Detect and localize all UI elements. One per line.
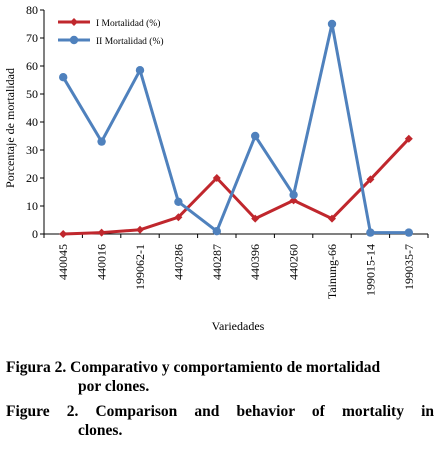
y-tick-label: 0 [32,227,38,241]
y-tick-label: 30 [26,143,38,157]
figure-caption-spanish: Figura 2. Comparativo y comportamiento d… [6,358,434,396]
series-line [61,22,409,235]
data-point [59,230,68,238]
legend-marker [70,18,78,26]
chart-legend: I Mortalidad (%) II Mortalidad (%) [58,18,164,47]
caption-en-line2: clones. [78,422,123,439]
y-tick-label: 70 [26,31,38,45]
caption-es-line1: Figura 2. Comparativo y comportamiento d… [6,359,381,376]
data-point [174,197,183,206]
data-point [289,190,298,199]
y-axis-ticks: 0 10 20 30 40 50 60 70 80 [26,3,44,241]
caption-es-line2: por clones. [78,378,150,395]
caption-en-line1: Figure 2. Comparison and behavior of mor… [6,403,434,420]
y-tick-label: 10 [26,199,38,213]
chart-series [59,19,413,238]
y-axis-label: Porcentaje de mortalidad [3,68,17,188]
data-point [97,228,106,237]
data-point [404,228,413,237]
x-tick-label: 199015-14 [363,244,377,296]
x-tick-label: 440016 [95,244,109,280]
data-point [212,227,221,236]
y-tick-label: 20 [26,171,38,185]
series-1 [59,134,413,238]
data-point [366,228,375,237]
data-point [59,73,68,82]
x-tick-label: 440286 [171,244,185,280]
y-tick-label: 40 [26,115,38,129]
figure-caption-english: Figure 2. Comparison and behavior of mor… [6,402,434,440]
legend-marker [69,35,79,45]
x-tick-label: 199035-7 [402,244,416,290]
x-tick-label: 440045 [56,244,70,280]
legend-label: II Mortalidad (%) [96,36,164,47]
data-point [174,213,183,222]
data-point [328,214,336,223]
y-tick-label: 60 [26,59,38,73]
data-point [212,174,221,182]
series-2 [59,19,413,237]
legend-entry: I Mortalidad (%) [58,18,160,29]
x-tick-label: 440396 [248,244,262,280]
legend-label: I Mortalidad (%) [96,18,160,29]
data-point [136,225,144,234]
data-point [135,66,145,75]
y-tick-label: 80 [26,3,38,17]
y-tick-label: 50 [26,87,38,101]
legend-entry: II Mortalidad (%) [58,35,164,47]
data-point [327,19,337,29]
x-tick-label: 440260 [287,244,301,280]
data-point [251,214,260,223]
data-point [97,137,106,146]
x-axis-label: Variedades [212,319,265,333]
data-point [251,131,260,141]
x-tick-label: 199062-1 [133,244,147,290]
data-point [366,175,375,184]
x-tick-label: Tainung-66 [325,244,339,299]
series-line [63,137,410,236]
data-point [404,134,413,143]
x-axis-ticks: 440045 440016 199062-1 440286 440287 440396 44… [43,234,429,299]
x-tick-label: 440287 [210,244,224,280]
